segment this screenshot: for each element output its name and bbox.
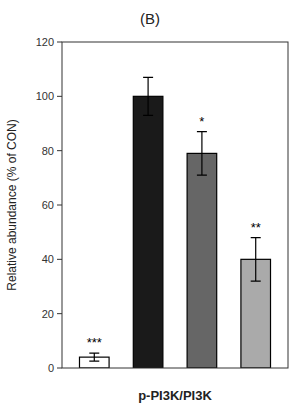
- error-bar: [143, 77, 153, 115]
- bar: [133, 96, 163, 368]
- annotation: *: [199, 114, 204, 129]
- chart-title: (B): [140, 10, 160, 27]
- y-tick: [57, 150, 62, 151]
- annotation: **: [251, 220, 261, 235]
- chart-container: (B)020406080100120******Relative abundan…: [0, 0, 300, 420]
- y-tick-label: 0: [48, 362, 54, 374]
- x-axis-label: p-PI3K/PI3K: [138, 388, 212, 403]
- y-tick-label: 80: [42, 145, 54, 157]
- y-tick: [57, 96, 62, 97]
- y-tick-label: 120: [36, 36, 54, 48]
- y-tick: [57, 368, 62, 369]
- error-bar: [251, 238, 261, 281]
- y-tick-label: 60: [42, 199, 54, 211]
- y-tick-label: 20: [42, 308, 54, 320]
- chart-svg: (B)020406080100120******Relative abundan…: [0, 0, 300, 420]
- plot-area: [79, 77, 270, 368]
- annotation: ***: [87, 335, 102, 350]
- bar: [187, 153, 217, 368]
- y-tick-label: 40: [42, 253, 54, 265]
- y-axis-label: Relative abundance (% of CON): [5, 119, 19, 290]
- error-bar: [89, 353, 99, 361]
- y-tick: [57, 259, 62, 260]
- y-axis: 0 20 40 60 80 100 120: [36, 36, 62, 374]
- y-tick: [57, 205, 62, 206]
- y-tick: [57, 42, 62, 43]
- y-tick-label: 100: [36, 90, 54, 102]
- y-tick: [57, 313, 62, 314]
- plot-frame: [62, 42, 288, 368]
- error-bar: [197, 132, 207, 175]
